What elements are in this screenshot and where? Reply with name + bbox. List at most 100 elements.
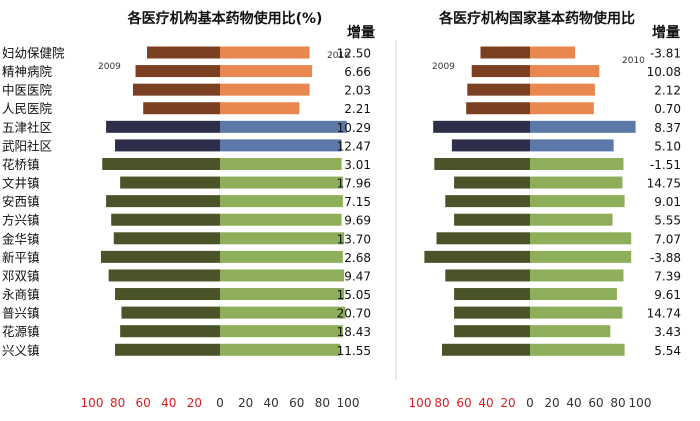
panel-2-bar-2009: [434, 157, 530, 170]
panel-1-bar-2010: [220, 65, 313, 78]
panel-2-bar-2010: [530, 306, 623, 319]
panel-2-bar-2009: [445, 195, 530, 208]
panel-2-xtick-label: 40: [478, 396, 493, 410]
panel-2-year-2009-label: 2009: [432, 62, 455, 72]
panel-2-xtick-label: 40: [566, 396, 581, 410]
category-label: 武阳社区: [2, 138, 52, 153]
panel-2-year-2010-label: 2010: [622, 56, 645, 66]
panel-1-increase-header: 增量: [347, 24, 375, 41]
panel-1-increase-value: 11.55: [337, 344, 371, 358]
panel-2-increase-value: 5.55: [654, 214, 681, 228]
panel-1-increase-value: 6.66: [344, 65, 371, 79]
panel-1-bar-2010: [220, 102, 300, 115]
category-label: 安西镇: [2, 194, 40, 209]
panel-1-year-2010-label: 2010: [327, 51, 350, 61]
panel-2-bar-2010: [530, 213, 613, 226]
panel-2-bar-2009: [442, 343, 530, 356]
panel-1-bar-2009: [135, 65, 220, 78]
panel-2-bar-2009: [466, 102, 530, 115]
category-label: 永商镇: [2, 287, 40, 302]
panel-1-xtick-label: 0: [216, 396, 224, 410]
panel-2-bar-2009: [454, 306, 530, 319]
panel-1-bar-2009: [113, 232, 220, 245]
panel-1-increase-value: 7.15: [344, 195, 371, 209]
panel-2-bar-2010: [530, 176, 623, 189]
panel-2-increase-value: 7.39: [654, 269, 681, 283]
panel-2-bar-2009: [424, 250, 530, 263]
panel-1-bar-2009: [143, 102, 220, 115]
panel-2-bar-2010: [530, 195, 625, 208]
panel-1-bar-2009: [102, 157, 220, 170]
panel-1-bar-2009: [120, 176, 220, 189]
panel-2-bar-2009: [467, 83, 530, 96]
panel-2-bar-2009: [454, 176, 530, 189]
panel-1-bar-2010: [220, 306, 346, 319]
panel-2-bar-2010: [530, 120, 636, 133]
category-label: 妇幼保健院: [2, 46, 65, 61]
panel-2-increase-value: 5.10: [654, 139, 681, 153]
panel-1-xtick-label: 100: [337, 396, 360, 410]
panel-2-xtick-label: 100: [629, 396, 652, 410]
panel-1-bar-2009: [121, 306, 220, 319]
panel-1-bar-2010: [220, 120, 347, 133]
category-label: 邓双镇: [2, 268, 40, 283]
panel-1-bar-2010: [220, 139, 342, 152]
panel-2-xtick-label: 20: [500, 396, 515, 410]
panel-1-increase-value: 15.05: [337, 288, 371, 302]
panel-1-xtick-label: 80: [110, 396, 125, 410]
category-label: 方兴镇: [2, 213, 40, 228]
panel-1-bar-2009: [111, 213, 220, 226]
panel-2-bar-2009: [454, 213, 530, 226]
panel-1-bar-2010: [220, 83, 310, 96]
panel-2-increase-value: 9.01: [654, 195, 681, 209]
panel-2-increase-value: -3.88: [650, 251, 681, 265]
panel-1-bar-2010: [220, 288, 345, 301]
panel-1-xtick-label: 40: [264, 396, 279, 410]
category-label: 普兴镇: [2, 306, 40, 321]
category-label: 花桥镇: [2, 157, 40, 172]
category-label: 金华镇: [2, 231, 40, 246]
panel-1-xtick-label: 40: [161, 396, 176, 410]
panel-1-increase-value: 17.96: [337, 177, 371, 191]
panel-2-increase-value: 14.74: [647, 307, 681, 321]
panel-1-bar-2010: [220, 195, 343, 208]
panel-1-bar-2009: [106, 120, 220, 133]
panel-1-increase-value: 12.47: [337, 139, 371, 153]
panel-2-bar-2010: [530, 157, 624, 170]
panel-1-increase-value: 2.21: [344, 102, 371, 116]
panel-2-bar-2010: [530, 46, 576, 59]
panel-2-xtick-label: 100: [409, 396, 432, 410]
panel-2-increase-value: 10.08: [647, 65, 681, 79]
panel-1-year-2009-label: 2009: [98, 62, 121, 72]
panel-2-increase-value: 14.75: [647, 177, 681, 191]
panel-2-title: 各医疗机构国家基本药物使用比: [438, 10, 635, 27]
panel-2-increase-value: 7.07: [654, 232, 681, 246]
panel-2-increase-value: 9.61: [654, 288, 681, 302]
panel-2-bar-2010: [530, 250, 632, 263]
panel-1-bar-2010: [220, 343, 341, 356]
panel-2-increase-value: 2.12: [654, 84, 681, 98]
panel-2-increase-value: 0.70: [654, 102, 681, 116]
panel-2-bar-2010: [530, 269, 624, 282]
panel-2-increase-value: 8.37: [654, 121, 681, 135]
panel-1-bar-2010: [220, 213, 342, 226]
panel-1-bar-2010: [220, 269, 345, 282]
panel-2-bar-2009: [454, 288, 530, 301]
panel-2-xtick-label: 60: [456, 396, 471, 410]
panel-1-bar-2009: [100, 250, 220, 263]
panel-1-bar-2009: [132, 83, 220, 96]
panel-1-bar-2010: [220, 176, 343, 189]
panel-1-bar-2009: [108, 269, 220, 282]
category-label: 人民医院: [2, 101, 53, 116]
panel-1-increase-value: 20.70: [337, 307, 371, 321]
panel-1-bar-2010: [220, 157, 342, 170]
panel-2-bar-2010: [530, 343, 625, 356]
panel-1-xtick-label: 80: [315, 396, 330, 410]
panel-1-xtick-label: 20: [187, 396, 202, 410]
panel-2-xtick-label: 20: [544, 396, 559, 410]
panel-2-bar-2010: [530, 83, 595, 96]
panel-1-xtick-label: 100: [81, 396, 104, 410]
category-label: 兴义镇: [2, 343, 40, 358]
